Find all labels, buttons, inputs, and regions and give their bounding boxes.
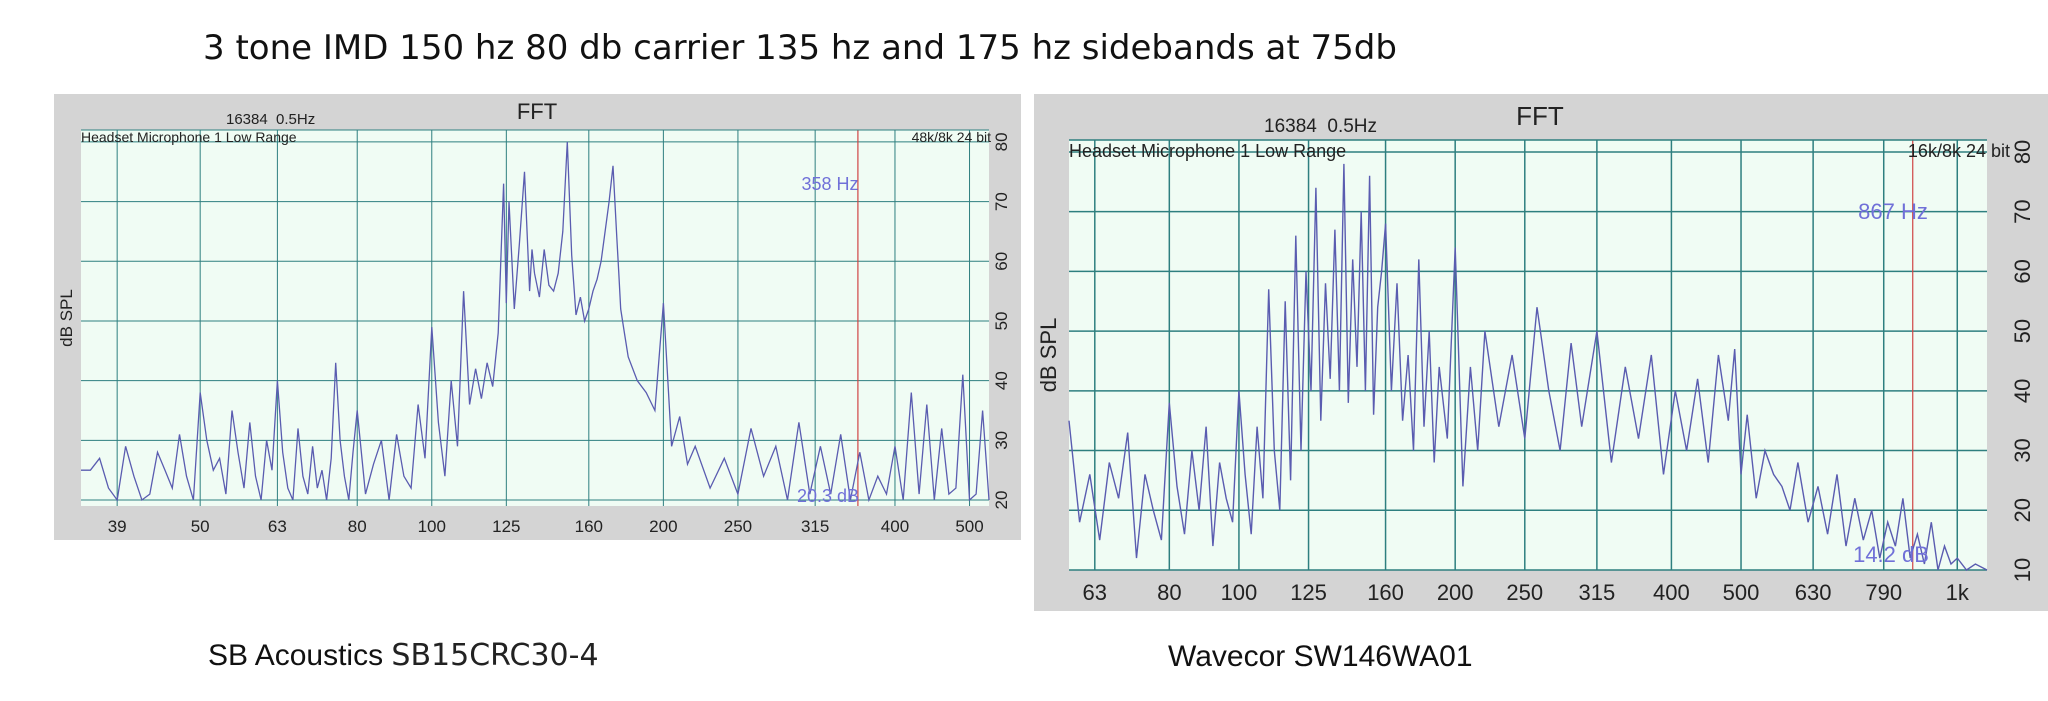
y-tick-label: 40 <box>2010 379 2035 403</box>
fft-trace <box>1068 163 1988 571</box>
x-tick-label: 315 <box>801 517 829 536</box>
x-tick-label: 250 <box>724 517 752 536</box>
y-tick-label: 20 <box>2010 498 2035 522</box>
x-tick-label: 1k <box>1946 580 1970 605</box>
plot-area <box>1069 140 1987 570</box>
y-axis-ticks: 10 20 30 40 50 60 70 80 <box>2010 140 2035 583</box>
device-label: Headset Microphone 1 Low Range <box>1069 141 1346 161</box>
y-tick-label: 30 <box>2010 438 2035 462</box>
y-tick-label: 50 <box>992 312 1011 331</box>
x-tick-label: 125 <box>492 517 520 536</box>
marker-frequency-readout: 358 Hz <box>801 174 858 194</box>
x-tick-label: 100 <box>418 517 446 536</box>
x-tick-label: 125 <box>1290 580 1327 605</box>
device-label: Headset Microphone 1 Low Range <box>81 129 297 145</box>
x-tick-label: 160 <box>1367 580 1404 605</box>
caption-brand: Wavecor <box>1168 640 1286 673</box>
level-readout: 14.2 dB <box>1853 542 1929 567</box>
caption-left: SB Acoustics SB15CRC30-4 <box>208 638 599 673</box>
y-tick-label: 70 <box>2010 199 2035 223</box>
y-tick-label: 40 <box>992 371 1011 390</box>
x-tick-label: 630 <box>1795 580 1832 605</box>
x-tick-label: 100 <box>1221 580 1258 605</box>
x-tick-label: 315 <box>1579 580 1616 605</box>
chart-title: FFT <box>1516 101 1564 131</box>
format-label: 48k/8k 24 bit <box>912 129 991 145</box>
marker-frequency-readout: 867 Hz <box>1858 199 1928 224</box>
y-tick-label: 10 <box>2010 558 2035 582</box>
x-axis-ticks: 63 80 100 125 160 200 250 315 400 500 630 790 1k <box>1083 580 1970 605</box>
x-tick-label: 50 <box>191 517 210 536</box>
caption-model: SB15CRC30-4 <box>391 638 599 673</box>
y-axis-ticks: 20 30 40 50 60 70 80 <box>992 132 1011 509</box>
y-tick-label: 50 <box>2010 319 2035 343</box>
x-tick-label: 400 <box>881 517 909 536</box>
y-tick-label: 80 <box>2010 140 2035 164</box>
y-axis-label: dB SPL <box>1036 318 1061 393</box>
grid-lines <box>1069 140 1987 571</box>
y-axis-label: dB SPL <box>57 289 76 347</box>
chart-title: FFT <box>517 99 557 124</box>
y-tick-label: 20 <box>992 491 1011 510</box>
fft-info: 16384 0.5Hz <box>1264 116 1377 137</box>
caption-model: SW146WA01 <box>1293 640 1473 673</box>
caption-right: Wavecor SW146WA01 <box>1168 640 1473 674</box>
fft-trace <box>81 141 990 503</box>
plot-area <box>81 130 989 506</box>
x-tick-label: 63 <box>268 517 287 536</box>
x-tick-label: 200 <box>649 517 677 536</box>
x-tick-label: 160 <box>575 517 603 536</box>
x-tick-label: 790 <box>1865 580 1902 605</box>
y-tick-label: 70 <box>992 192 1011 211</box>
x-tick-label: 80 <box>348 517 367 536</box>
x-tick-label: 63 <box>1083 580 1107 605</box>
fft-info: 16384 0.5Hz <box>226 111 315 128</box>
level-readout: 20.3 dB <box>797 486 859 506</box>
x-tick-label: 500 <box>1723 580 1760 605</box>
y-tick-label: 80 <box>992 132 1011 151</box>
y-tick-label: 60 <box>2010 259 2035 283</box>
x-tick-label: 80 <box>1157 580 1181 605</box>
chart-headline: 3 tone IMD 150 hz 80 db carrier 135 hz a… <box>203 28 1397 68</box>
x-axis-ticks: 39 50 63 80 100 125 160 200 250 315 400 500 <box>108 517 984 536</box>
x-tick-label: 500 <box>955 517 983 536</box>
x-tick-label: 250 <box>1506 580 1543 605</box>
format-label: 16k/8k 24 bit <box>1908 141 2010 161</box>
y-tick-label: 60 <box>992 252 1011 271</box>
y-tick-label: 30 <box>992 431 1011 450</box>
caption-brand: SB Acoustics <box>208 639 384 672</box>
x-tick-label: 200 <box>1437 580 1474 605</box>
grid-lines <box>81 130 989 506</box>
x-tick-label: 39 <box>108 517 127 536</box>
x-tick-label: 400 <box>1653 580 1690 605</box>
